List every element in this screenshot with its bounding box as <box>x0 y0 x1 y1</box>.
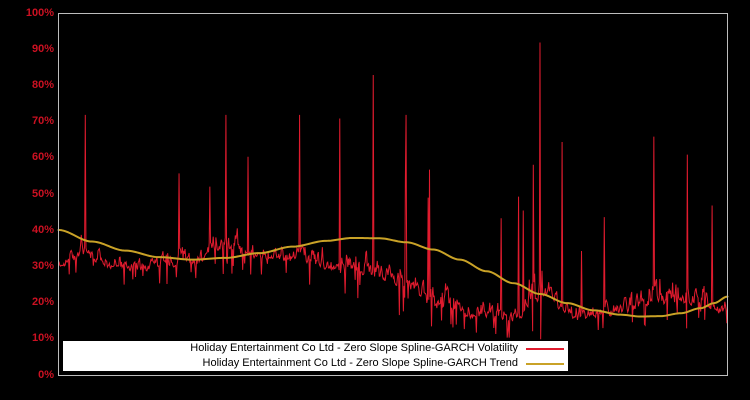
legend-item-trend: Holiday Entertainment Co Ltd - Zero Slop… <box>63 356 568 371</box>
chart-legend: Holiday Entertainment Co Ltd - Zero Slop… <box>63 341 568 371</box>
y-axis-tick-label: 30% <box>31 259 54 272</box>
plot-border <box>58 13 728 376</box>
y-axis-tick-label: 70% <box>31 115 54 128</box>
y-axis-tick-label: 50% <box>31 187 54 200</box>
legend-item-volatility: Holiday Entertainment Co Ltd - Zero Slop… <box>63 341 568 356</box>
plot-area <box>57 42 729 340</box>
legend-line-volatility <box>526 343 564 354</box>
y-axis-tick-labels: 0% 10% 20% 30% 40% 50% 60% 70% 80% 90% 100% <box>0 0 54 400</box>
y-axis-tick-label: 40% <box>31 223 54 236</box>
y-axis-tick-label: 20% <box>31 296 54 309</box>
volatility-series <box>58 42 728 340</box>
y-axis-tick-label: 100% <box>25 6 54 19</box>
y-axis-tick-label: 60% <box>31 151 54 164</box>
y-axis-tick-label: 80% <box>31 78 54 91</box>
legend-line-trend <box>526 358 564 369</box>
trend-series <box>57 228 729 318</box>
y-axis-tick-label: 10% <box>31 332 54 345</box>
legend-label-volatility: Holiday Entertainment Co Ltd - Zero Slop… <box>190 342 518 354</box>
legend-label-trend: Holiday Entertainment Co Ltd - Zero Slop… <box>202 357 518 369</box>
y-axis-tick-label: 90% <box>31 42 54 55</box>
y-axis-tick-label: 0% <box>38 368 54 381</box>
